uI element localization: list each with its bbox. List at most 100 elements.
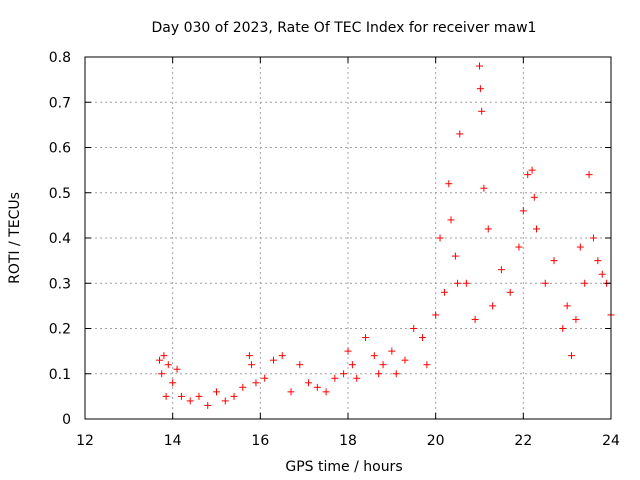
x-tick-label: 20 xyxy=(427,433,445,449)
data-point-marker xyxy=(471,315,479,323)
data-point-marker xyxy=(445,180,453,188)
data-point-marker xyxy=(480,184,488,192)
data-point-marker xyxy=(313,383,321,391)
data-point-marker xyxy=(245,352,253,360)
data-point-marker xyxy=(195,392,203,400)
data-point-marker xyxy=(524,171,532,179)
data-point-marker xyxy=(440,288,448,296)
data-point-marker xyxy=(563,302,571,310)
data-point-marker xyxy=(340,370,348,378)
data-point-marker xyxy=(248,361,256,369)
y-tick-label: 0.6 xyxy=(49,141,71,157)
data-point-marker xyxy=(423,361,431,369)
data-point-marker xyxy=(392,370,400,378)
data-point-marker xyxy=(550,257,558,265)
data-point-marker xyxy=(476,85,484,93)
data-point-marker xyxy=(451,252,459,260)
x-tick-label: 22 xyxy=(514,433,532,449)
x-axis-label: GPS time / hours xyxy=(285,459,402,475)
data-point-marker xyxy=(344,347,352,355)
data-point-marker xyxy=(585,171,593,179)
data-point-marker xyxy=(162,392,170,400)
x-tick-label: 14 xyxy=(164,433,182,449)
y-tick-label: 0.2 xyxy=(49,322,71,338)
y-tick-label: 0.5 xyxy=(49,186,71,202)
data-point-marker xyxy=(489,302,497,310)
x-tick-label: 12 xyxy=(76,433,94,449)
data-point-marker xyxy=(432,311,440,319)
y-tick-label: 0.3 xyxy=(49,276,71,292)
data-point-marker xyxy=(296,361,304,369)
data-point-marker xyxy=(362,334,370,342)
data-point-marker xyxy=(261,374,269,382)
data-point-marker xyxy=(401,356,409,364)
data-point-marker xyxy=(484,225,492,233)
data-point-marker xyxy=(497,266,505,274)
data-point-marker xyxy=(353,374,361,382)
y-tick-label: 0.7 xyxy=(49,95,71,111)
data-point-marker xyxy=(572,315,580,323)
data-point-marker xyxy=(568,352,576,360)
data-point-marker xyxy=(530,193,538,201)
data-point-marker xyxy=(230,392,238,400)
data-point-marker xyxy=(160,352,168,360)
grid-lines xyxy=(85,57,611,419)
data-point-marker xyxy=(305,379,313,387)
data-point-marker xyxy=(532,225,540,233)
data-point-marker xyxy=(388,347,396,355)
data-point-marker xyxy=(528,166,536,174)
data-point-marker xyxy=(436,234,444,242)
y-axis-label: ROTI / TECUs xyxy=(7,192,23,284)
x-tick-label: 16 xyxy=(251,433,269,449)
data-point-marker xyxy=(177,392,185,400)
data-point-marker xyxy=(221,397,229,405)
y-tick-label: 0.4 xyxy=(49,231,71,247)
data-point-marker xyxy=(164,361,172,369)
data-point-marker xyxy=(252,379,260,387)
y-tick-label: 0.1 xyxy=(49,367,71,383)
x-tick-label: 18 xyxy=(339,433,357,449)
x-tick-label: 24 xyxy=(602,433,620,449)
data-points xyxy=(156,62,615,409)
data-point-marker xyxy=(541,279,549,287)
data-point-marker xyxy=(322,388,330,396)
data-point-marker xyxy=(269,356,277,364)
data-point-marker xyxy=(173,365,181,373)
data-point-marker xyxy=(379,361,387,369)
data-point-marker xyxy=(410,325,418,332)
data-point-marker xyxy=(462,279,470,287)
data-point-marker xyxy=(278,352,286,360)
data-point-marker xyxy=(476,62,483,70)
data-point-marker xyxy=(478,107,486,115)
data-point-marker xyxy=(348,361,356,369)
data-point-marker xyxy=(204,401,212,409)
data-point-marker xyxy=(169,379,177,387)
data-point-marker xyxy=(506,288,514,296)
y-axis-ticks: 0 0.1 0.2 0.3 0.4 0.5 0.6 0.7 0.8 xyxy=(49,50,611,428)
data-point-marker xyxy=(447,216,455,224)
data-point-marker xyxy=(589,234,597,242)
data-point-marker xyxy=(213,388,220,396)
data-point-marker xyxy=(156,356,164,364)
x-axis-ticks: 12 14 16 18 20 22 24 xyxy=(76,57,620,449)
y-tick-label: 0.8 xyxy=(49,50,71,66)
data-point-marker xyxy=(375,370,383,378)
data-point-marker xyxy=(370,352,378,360)
data-point-marker xyxy=(419,334,427,342)
data-point-marker xyxy=(454,279,462,287)
data-point-marker xyxy=(239,383,247,391)
data-point-marker xyxy=(594,257,602,265)
data-point-marker xyxy=(331,374,339,382)
data-point-marker xyxy=(186,397,194,405)
data-point-marker xyxy=(158,370,166,378)
data-point-marker xyxy=(576,243,584,251)
y-tick-label: 0 xyxy=(62,412,71,428)
data-point-marker xyxy=(515,243,523,251)
data-point-marker xyxy=(287,388,295,396)
data-point-marker xyxy=(559,325,567,332)
data-point-marker xyxy=(519,207,527,215)
data-point-marker xyxy=(456,130,464,138)
data-point-marker xyxy=(598,270,606,278)
